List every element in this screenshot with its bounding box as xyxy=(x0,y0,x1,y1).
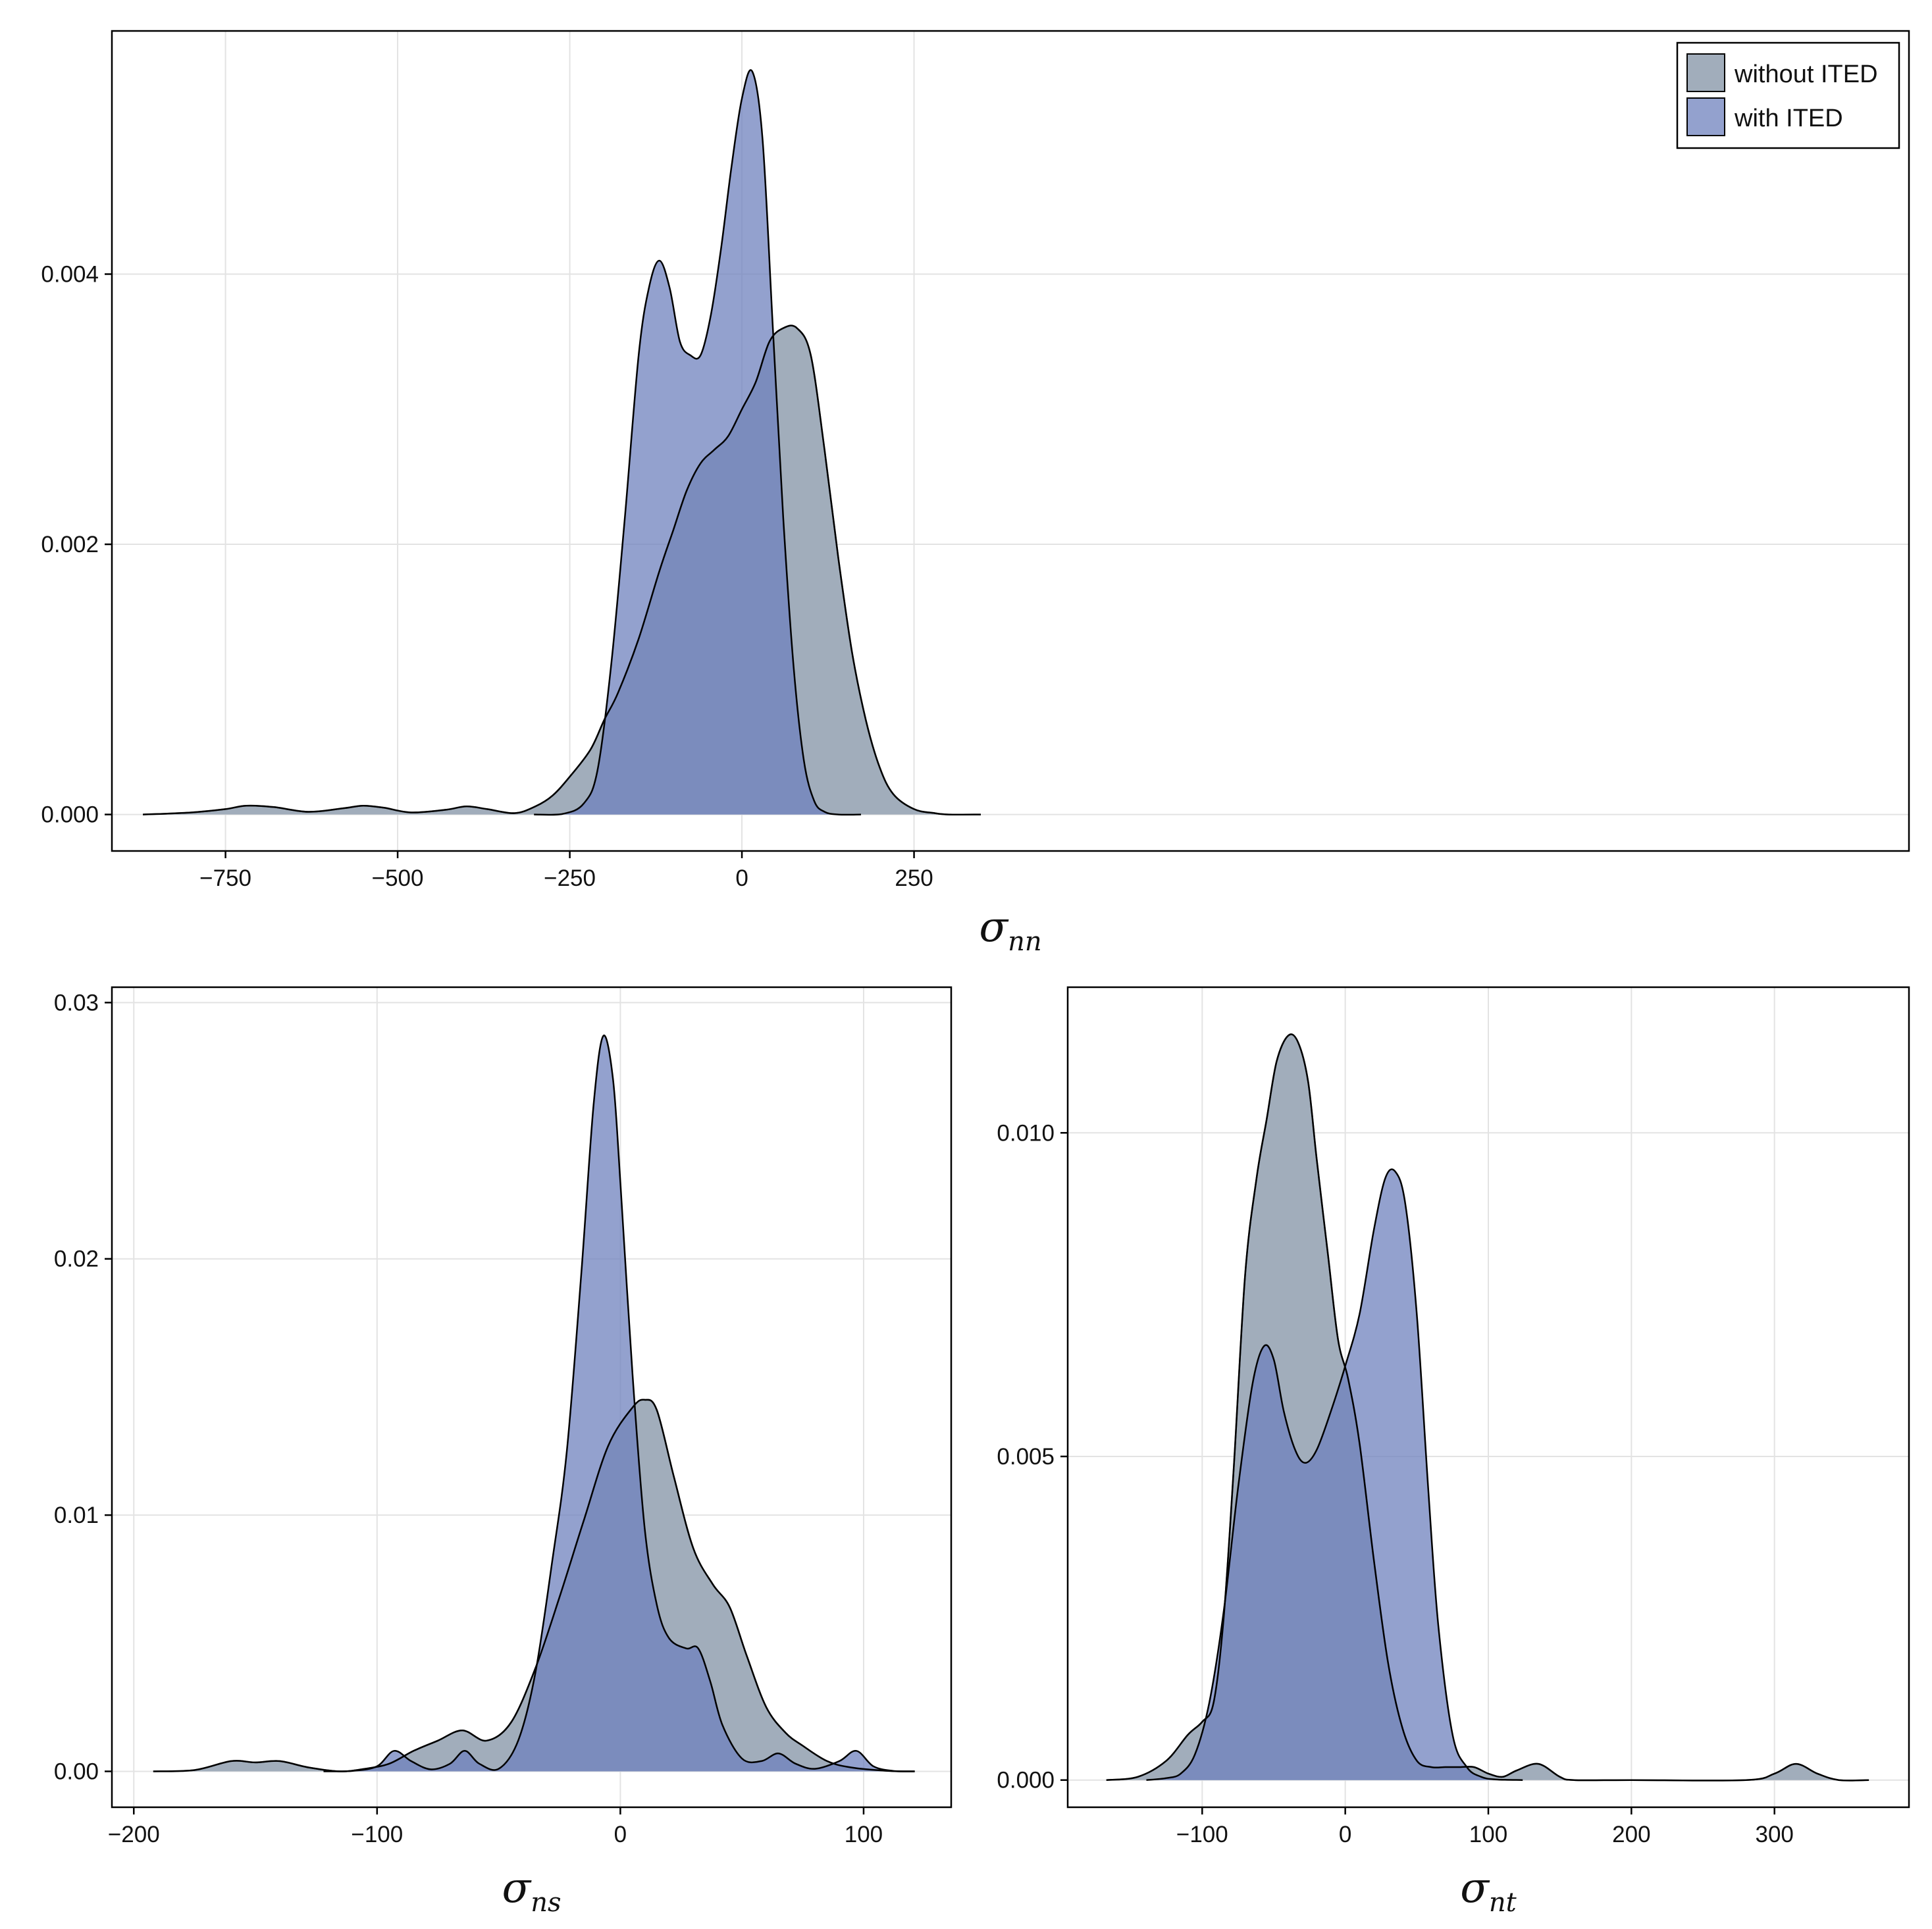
y-tick-label: 0.002 xyxy=(41,532,99,557)
x-tick-label: 0 xyxy=(1339,1822,1351,1847)
plot-area xyxy=(1106,1033,1869,1782)
x-axis-label-sigma-nn: σnn xyxy=(979,903,1041,957)
x-tick-label: −100 xyxy=(351,1822,403,1847)
x-tick-label: −500 xyxy=(372,865,424,891)
legend: without ITED with ITED xyxy=(1676,41,1900,149)
x-tick-label: −750 xyxy=(199,865,251,891)
x-axis-label-sigma-nt: σnt xyxy=(1460,1864,1517,1918)
x-axis-label-sigma-ns: σns xyxy=(502,1864,561,1918)
sigma-nn-density-panel: −750 −500 −250 0 250 0.000 0.002 0.004 σnn xyxy=(41,30,1910,957)
density-curve-with-ited xyxy=(323,1035,915,1772)
plot-area xyxy=(153,1035,915,1772)
y-tick-label: 0.000 xyxy=(997,1768,1055,1793)
density-outline-without-ited xyxy=(153,1399,915,1772)
x-tick-label: 100 xyxy=(1469,1822,1507,1847)
x-tick-label: 0 xyxy=(735,865,748,891)
y-tick-label: 0.000 xyxy=(41,802,99,828)
x-tick-label: 0 xyxy=(614,1822,627,1847)
y-tick-label: 0.005 xyxy=(997,1444,1055,1470)
density-area-with-ited xyxy=(534,70,861,815)
sigma-nt-density-panel: −100 0 100 200 300 0.000 0.005 0.010 σnt xyxy=(997,986,1910,1918)
density-outline-without-ited xyxy=(143,324,981,815)
x-tick-label: −250 xyxy=(544,865,596,891)
y-tick-label: 0.03 xyxy=(54,990,99,1016)
y-tick-label: 0.00 xyxy=(54,1759,99,1784)
legend-swatch-with-ited xyxy=(1686,97,1725,136)
density-area-with-ited xyxy=(1146,1169,1523,1780)
y-tick-label: 0.02 xyxy=(54,1247,99,1272)
legend-label-without-ited: without ITED xyxy=(1734,61,1878,88)
x-tick-label: −200 xyxy=(108,1822,160,1847)
y-tick-label: 0.01 xyxy=(54,1503,99,1528)
sigma-ns-density-panel: −200 −100 0 100 0.00 0.01 0.02 0.03 σns xyxy=(54,986,953,1918)
plot-area xyxy=(143,69,981,816)
axes-frame xyxy=(111,986,953,1809)
x-tick-label: 250 xyxy=(895,865,933,891)
density-area-without-ited xyxy=(153,1399,915,1772)
y-tick-label: 0.010 xyxy=(997,1120,1055,1146)
y-tick-label: 0.004 xyxy=(41,261,99,287)
x-tick-label: 300 xyxy=(1755,1822,1793,1847)
density-area-with-ited xyxy=(323,1035,915,1772)
x-tick-label: 200 xyxy=(1612,1822,1650,1847)
legend-swatch-without-ited xyxy=(1686,53,1725,92)
x-tick-label: 100 xyxy=(845,1822,883,1847)
x-tick-label: −100 xyxy=(1176,1822,1228,1847)
density-outline-without-ited xyxy=(1106,1033,1869,1782)
legend-label-with-ited: with ITED xyxy=(1734,105,1843,132)
axes-frame xyxy=(111,30,1910,852)
density-curve-with-ited xyxy=(534,69,862,816)
